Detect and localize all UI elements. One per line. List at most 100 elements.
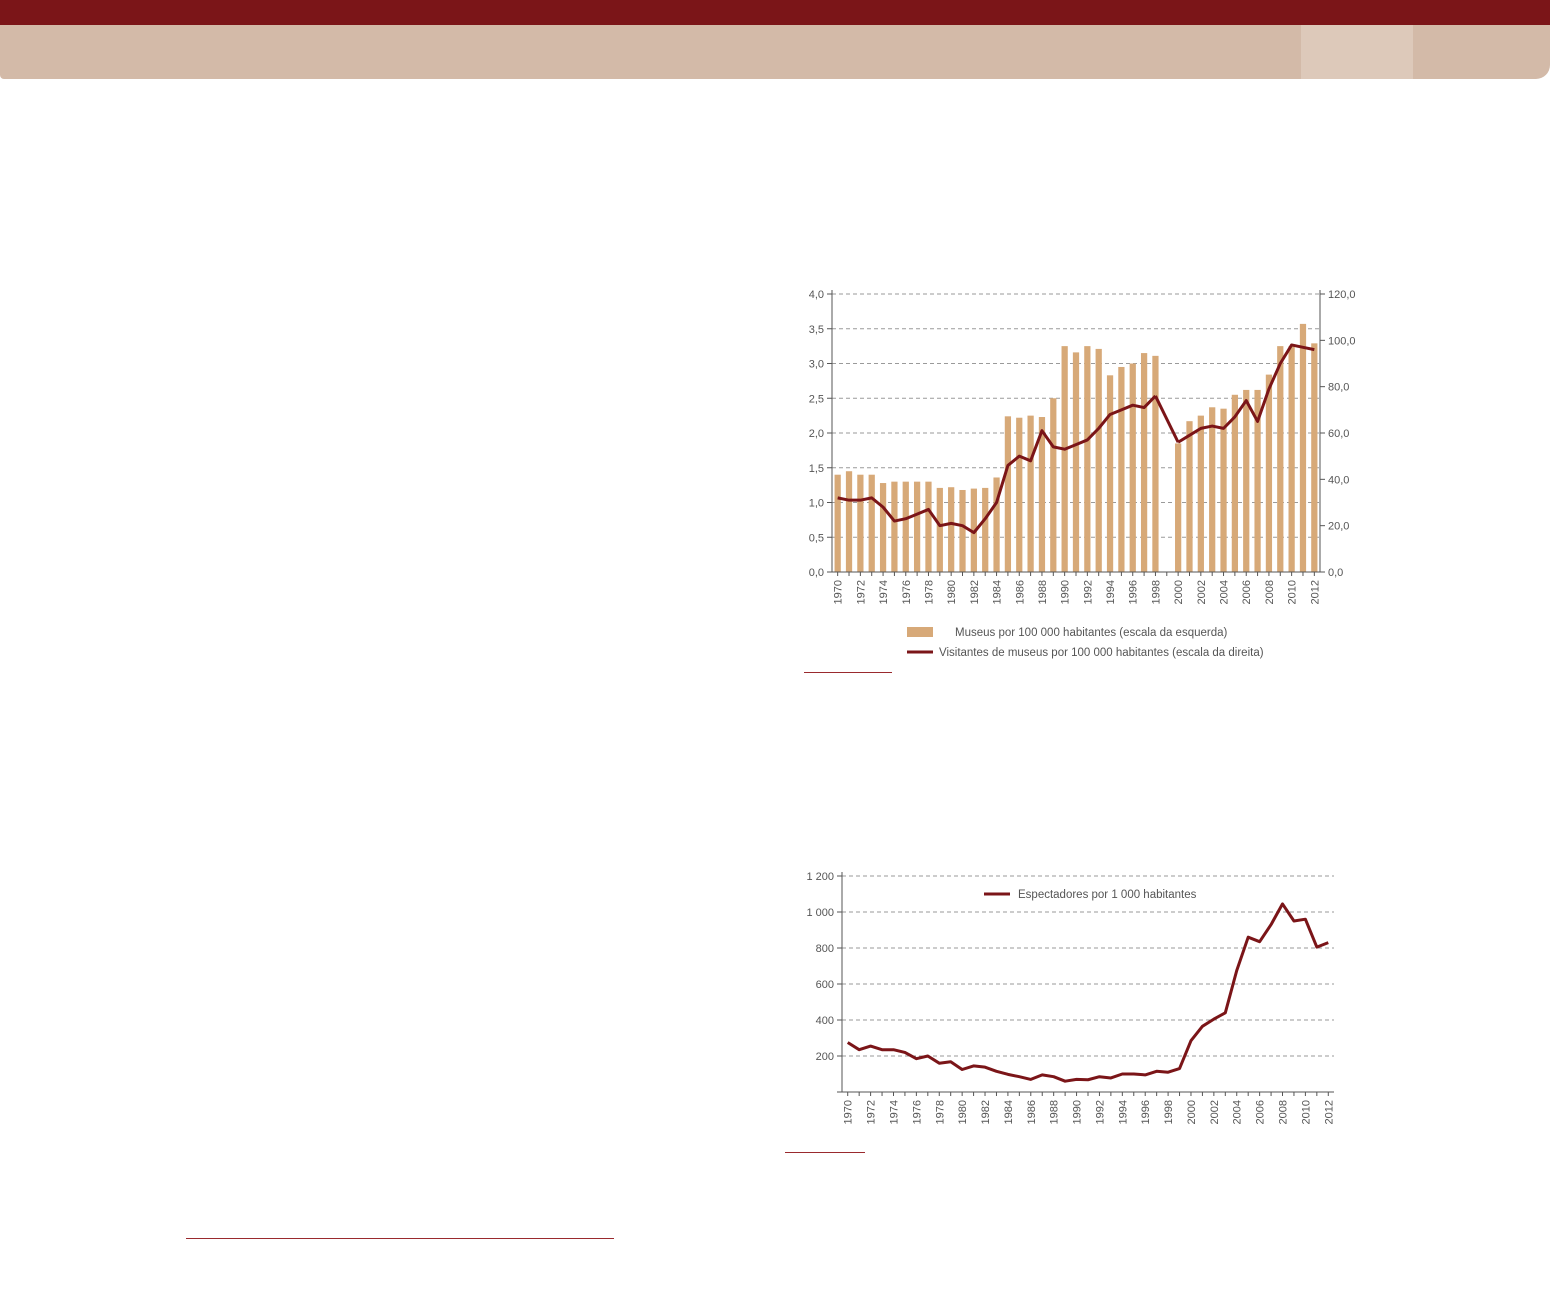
x-tick-label: 2010: [1300, 1100, 1312, 1124]
x-tick-label: 1972: [855, 580, 867, 604]
footnote-rule: [186, 1238, 614, 1239]
bar: [1231, 394, 1239, 572]
x-tick-label: 2002: [1209, 1100, 1221, 1124]
x-tick-label: 1992: [1094, 1100, 1106, 1124]
bar: [1140, 353, 1148, 572]
bar: [1027, 415, 1034, 572]
x-tick-label: 1980: [957, 1100, 969, 1124]
bar: [913, 481, 921, 572]
museums-chart-svg: 0,0 0,5 1,0 1,5 2,0 2,5 3,0 3,5 4,0 0,0 20,0 40,0 60…: [809, 289, 1356, 659]
chart1-source-rule: [804, 672, 892, 673]
bar: [857, 474, 864, 572]
x-tick-label: 2000: [1173, 580, 1185, 604]
legend-line-label: Espectadores por 1 000 habitantes: [1018, 889, 1197, 901]
museums-chart: 0,0 0,5 1,0 1,5 2,0 2,5 3,0 3,5 4,0 0,0 20,0 40,0 60…: [780, 270, 1400, 675]
x-tick-label: 2008: [1278, 1100, 1290, 1124]
y-tick-label: 600: [816, 979, 834, 991]
x-tick-label: 1984: [992, 580, 1004, 604]
y-right-tick-label: 100,0: [1328, 335, 1356, 347]
x-tick-label: 1998: [1150, 580, 1162, 604]
x-tick-label: 1984: [1003, 1100, 1015, 1124]
header-sub-bar: [0, 25, 1550, 79]
x-tick-label: 1982: [980, 1100, 992, 1124]
bar: [845, 471, 853, 572]
bar: [868, 474, 875, 572]
bar: [982, 487, 989, 572]
header-tab-highlight: [1301, 25, 1413, 79]
visitors-line-bridge: [1154, 395, 1180, 443]
bar: [834, 474, 841, 572]
x-tick-label: 1994: [1117, 1100, 1129, 1124]
y-left-tick-label: 2,0: [809, 428, 824, 440]
x-tick-label: 1978: [934, 1100, 946, 1124]
y-right-tick-label: 120,0: [1328, 289, 1356, 301]
bar: [1265, 374, 1273, 572]
bar: [1277, 346, 1284, 572]
x-tick-label: 1970: [833, 580, 845, 604]
bar: [936, 487, 943, 572]
bar: [1220, 408, 1227, 572]
visitors-line: [837, 394, 1157, 535]
bar: [959, 489, 966, 572]
x-tick-label: 2002: [1196, 580, 1208, 604]
bar: [1004, 416, 1012, 572]
bar: [1061, 346, 1068, 572]
bar: [1129, 363, 1136, 572]
x-tick-label: 2010: [1287, 580, 1299, 604]
spectators-line: [846, 902, 1329, 1083]
x-tick-label: 1986: [1026, 1100, 1038, 1124]
y-left-tick-label: 1,5: [809, 463, 824, 475]
y-left-tick-label: 4,0: [809, 289, 824, 301]
x-tick-label: 1988: [1037, 580, 1049, 604]
spectators-chart-svg: 200 400 600 800 1 000 1 200 1970 1972 1974 1976 19…: [806, 871, 1335, 1124]
y-right-tick-label: 40,0: [1328, 474, 1349, 486]
bar: [1016, 417, 1023, 572]
x-tick-label: 1978: [923, 580, 935, 604]
y-left-tick-label: 0,5: [809, 532, 824, 544]
bar: [1118, 366, 1125, 572]
x-tick-label: 1996: [1128, 580, 1140, 604]
bar: [1084, 346, 1091, 572]
x-tick-label: 1992: [1082, 580, 1094, 604]
bar: [1288, 346, 1295, 572]
x-tick-label: 1980: [946, 580, 958, 604]
y-right-tick-label: 20,0: [1328, 521, 1349, 533]
x-tick-label: 1976: [901, 580, 913, 604]
x-tick-label: 2006: [1241, 580, 1253, 604]
bar: [1095, 348, 1102, 572]
legend-bar-label: Museus por 100 000 habitantes (escala da…: [955, 627, 1228, 639]
y-left-tick-label: 1,0: [809, 498, 824, 510]
x-tick-label: 1970: [843, 1100, 855, 1124]
x-tick-label: 1990: [1060, 580, 1072, 604]
bar: [1038, 417, 1046, 572]
y-left-tick-label: 0,0: [809, 567, 824, 579]
x-tick-label: 2004: [1232, 1100, 1244, 1124]
bar: [1254, 389, 1261, 572]
x-tick-label: 1976: [911, 1100, 923, 1124]
bar: [1152, 355, 1159, 572]
bar: [1197, 415, 1204, 572]
bar: [1209, 407, 1216, 572]
y-tick-label: 1 000: [806, 907, 834, 919]
visitors-line: [1177, 343, 1315, 444]
bar: [891, 481, 898, 572]
x-tick-label: 2004: [1219, 580, 1231, 604]
x-tick-label: 1988: [1049, 1100, 1061, 1124]
y-tick-label: 400: [816, 1015, 834, 1027]
x-tick-label: 1974: [878, 580, 890, 604]
x-tick-label: 2008: [1264, 580, 1276, 604]
bar: [1243, 389, 1250, 572]
x-tick-label: 1972: [866, 1100, 878, 1124]
x-tick-label: 1974: [888, 1100, 900, 1124]
x-tick-label: 1990: [1072, 1100, 1084, 1124]
y-left-tick-label: 3,0: [809, 359, 824, 371]
y-tick-label: 1 200: [806, 871, 834, 883]
bar: [1175, 443, 1182, 572]
bar: [993, 477, 1000, 572]
legend-bar-swatch: [907, 627, 933, 637]
y-right-tick-label: 60,0: [1328, 428, 1349, 440]
bar: [948, 487, 955, 572]
chart2-source-rule: [785, 1152, 865, 1153]
bar: [1299, 323, 1307, 572]
x-tick-label: 2000: [1186, 1100, 1198, 1124]
